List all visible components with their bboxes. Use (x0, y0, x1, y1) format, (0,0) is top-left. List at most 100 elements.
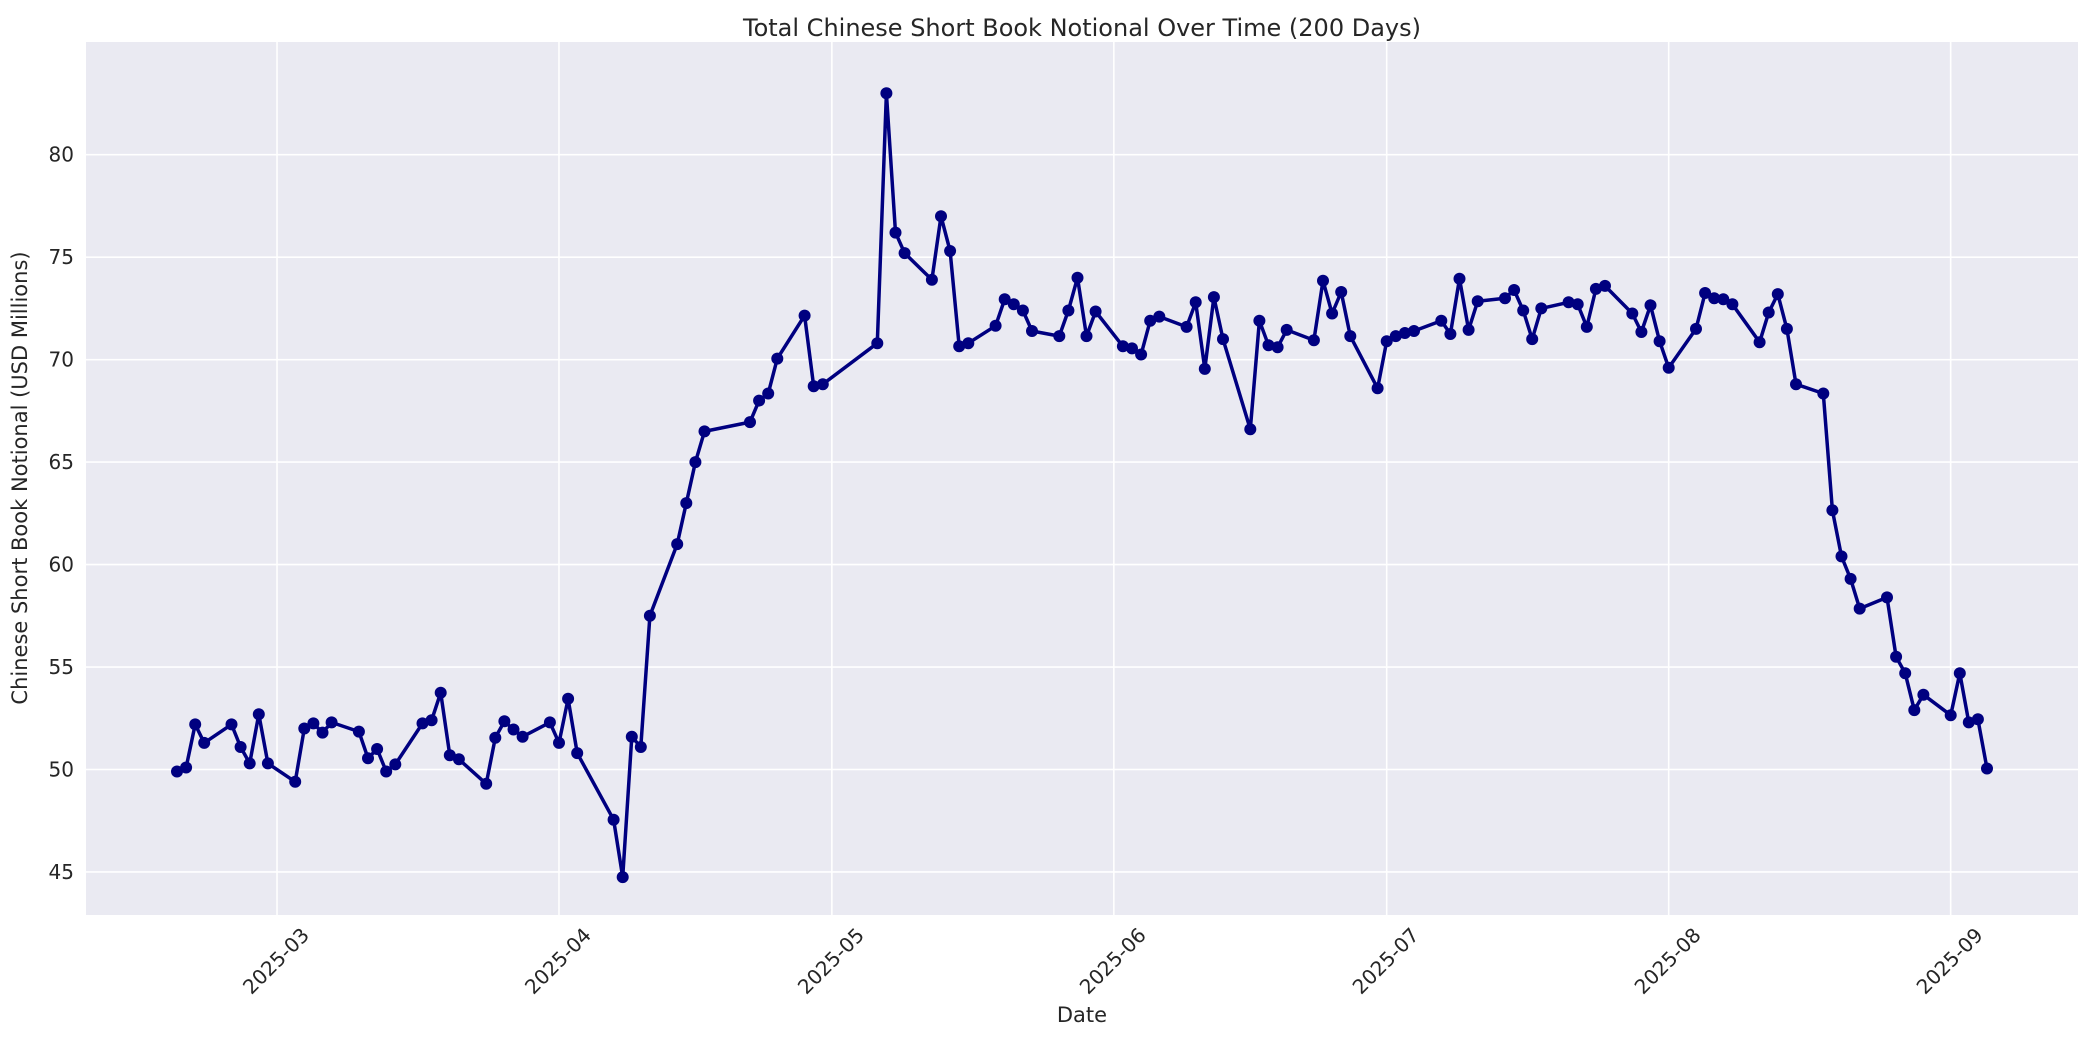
data-point (1881, 591, 1893, 604)
data-point (1953, 667, 1966, 680)
data-point (1335, 286, 1348, 298)
data-point (1699, 287, 1712, 299)
y-tick-label: 70 (49, 348, 74, 372)
y-tick-label: 80 (49, 143, 74, 167)
data-point (1981, 762, 1993, 775)
data-point (962, 337, 975, 350)
data-point (416, 717, 429, 730)
y-tick-label: 65 (49, 450, 74, 474)
data-point (1444, 328, 1457, 340)
data-point (352, 725, 365, 738)
data-point (1435, 314, 1448, 327)
data-point (1271, 341, 1284, 354)
data-point (1917, 688, 1930, 701)
data-point (1244, 423, 1257, 436)
data-point (225, 718, 238, 731)
data-point (1599, 279, 1611, 292)
data-point (507, 723, 520, 736)
data-point (1116, 340, 1129, 353)
x-axis-label: Date (1057, 1003, 1107, 1027)
data-point (880, 87, 893, 100)
data-point (1007, 298, 1020, 311)
data-point (1635, 326, 1648, 338)
x-tick-label: 2025-04 (520, 923, 596, 999)
data-point (898, 247, 911, 260)
data-point (1344, 330, 1357, 343)
data-point (1207, 291, 1220, 304)
data-point (1135, 348, 1148, 361)
y-axis-label: Chinese Short Book Notional (USD Million… (8, 251, 32, 704)
data-point (1253, 314, 1266, 327)
data-point (1762, 306, 1775, 319)
data-point (480, 777, 493, 790)
data-point (316, 726, 329, 739)
x-axis-tick-labels: 2025-03 2025-04 2025-05 2025-06 2025-07 2025-… (238, 923, 1988, 999)
data-point (307, 717, 320, 730)
x-tick-label: 2025-03 (238, 923, 314, 999)
data-point (1307, 334, 1320, 347)
data-point (571, 747, 584, 760)
data-point (1371, 382, 1384, 395)
data-point (698, 425, 711, 438)
data-point (1717, 293, 1730, 306)
data-point (1589, 282, 1602, 295)
data-point (1317, 274, 1329, 287)
data-point (1780, 322, 1793, 335)
x-tick-label: 2025-06 (1075, 923, 1151, 999)
data-point (1853, 602, 1866, 615)
data-point (1690, 322, 1702, 335)
data-point (1053, 330, 1066, 343)
data-point (234, 741, 247, 753)
data-point (425, 714, 438, 727)
data-point (261, 757, 274, 770)
data-point (1398, 327, 1411, 339)
y-tick-label: 50 (49, 758, 74, 782)
x-tick-label: 2025-05 (793, 923, 869, 999)
data-point (1726, 298, 1739, 311)
data-point (198, 736, 211, 749)
data-point (298, 722, 311, 735)
data-point (452, 753, 465, 766)
data-point (1753, 336, 1766, 349)
data-point (252, 708, 265, 721)
data-point (1826, 504, 1839, 517)
data-point (1644, 299, 1657, 312)
data-point (1089, 305, 1102, 318)
data-point (1408, 325, 1420, 337)
data-point (489, 731, 502, 744)
data-point (953, 340, 966, 353)
data-point (171, 765, 183, 778)
data-point (643, 609, 656, 622)
data-point (925, 273, 938, 286)
data-point (243, 757, 256, 770)
data-point (1471, 295, 1484, 308)
data-point (1908, 704, 1921, 717)
data-point (1280, 323, 1293, 336)
data-point (1535, 302, 1548, 315)
data-point (362, 752, 374, 765)
data-point (189, 718, 202, 731)
data-point (325, 716, 338, 729)
chart-title: Total Chinese Short Book Notional Over T… (742, 14, 1421, 42)
data-point (180, 761, 193, 774)
data-point (798, 309, 811, 322)
data-point (1062, 304, 1075, 317)
data-point (1026, 325, 1038, 337)
data-point (1262, 339, 1275, 352)
data-point (1580, 320, 1593, 333)
data-point (1653, 335, 1666, 348)
data-point (1571, 298, 1584, 311)
data-point (762, 387, 775, 400)
data-point (680, 497, 693, 510)
data-point (498, 715, 511, 728)
data-point (1499, 292, 1511, 305)
data-point (1771, 288, 1784, 301)
data-point (1526, 333, 1539, 346)
data-point (1071, 271, 1084, 284)
x-tick-label: 2025-07 (1348, 923, 1424, 999)
data-point (889, 226, 902, 239)
x-tick-label: 2025-08 (1630, 923, 1706, 999)
data-point (871, 337, 884, 350)
